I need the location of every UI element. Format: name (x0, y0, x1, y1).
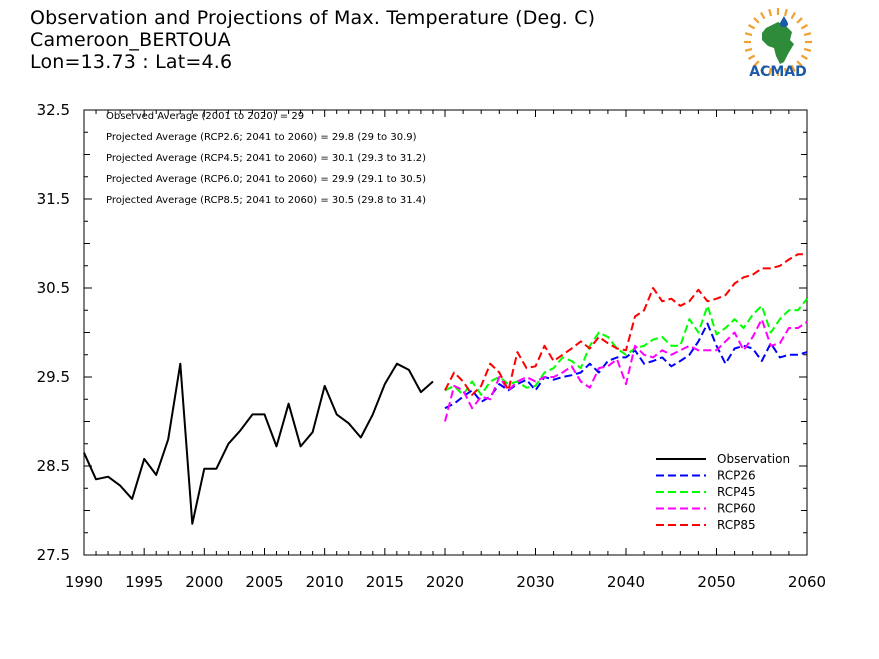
y-tick-label: 32.5 (37, 101, 70, 119)
series-group (83, 253, 808, 525)
x-tick-label: 1995 (125, 573, 163, 591)
y-tick-label: 29.5 (37, 368, 70, 386)
y-tick-label: 30.5 (37, 279, 70, 297)
title-block: Observation and Projections of Max. Temp… (30, 7, 595, 73)
logo-ray (748, 24, 756, 30)
coordinates: Lon=13.73 : Lat=4.6 (30, 51, 233, 73)
logo-ray (796, 17, 803, 24)
logo-ray (800, 54, 808, 60)
y-tick-label: 27.5 (37, 546, 70, 564)
series-line-rcp60 (444, 318, 808, 422)
logo-ray (790, 12, 796, 20)
x-tick-label: 2040 (607, 573, 645, 591)
annotation-text: Projected Average (RCP4.5; 2041 to 2060)… (106, 153, 426, 164)
logo-ray (768, 8, 773, 17)
annotation-block: Observed Average (2001 to 2020) = 29 Proj… (106, 111, 426, 206)
x-tick-label: 2000 (185, 573, 223, 591)
legend-label-observation: Observation (717, 452, 790, 466)
legend-label-rcp45: RCP45 (717, 485, 756, 499)
logo-ray (783, 67, 788, 76)
legend-label-rcp85: RCP85 (717, 518, 756, 532)
x-tick-label: 2010 (306, 573, 344, 591)
series-line-rcp45 (444, 298, 808, 396)
logo-ray (803, 32, 812, 37)
x-tick-label: 2020 (426, 573, 464, 591)
logo-ray (753, 17, 760, 24)
series-line-rcp85 (444, 253, 807, 396)
x-tick-label: 2050 (697, 573, 735, 591)
africa-shape (762, 22, 794, 64)
annotation-text: Projected Average (RCP8.5; 2041 to 2060)… (106, 195, 426, 206)
logo-ray (744, 32, 753, 37)
acmad-logo-icon (744, 8, 812, 76)
y-tick-label: 28.5 (37, 457, 70, 475)
logo-ray (744, 47, 753, 52)
logo-ray (760, 64, 766, 72)
logo-ray (800, 24, 808, 30)
logo-ray (790, 64, 796, 72)
series-line-observation (83, 362, 434, 525)
legend: Observation RCP26 RCP45 RCP60 RCP85 (656, 452, 790, 532)
logo-ray (796, 60, 803, 67)
logo-ray (768, 67, 773, 76)
chart-title: Observation and Projections of Max. Temp… (30, 7, 596, 29)
x-tick-label: 2005 (245, 573, 283, 591)
annotation-text: Projected Average (RCP2.6; 2041 to 2060)… (106, 132, 417, 143)
logo-ray (803, 47, 812, 52)
x-tick-label: 2015 (366, 573, 404, 591)
legend-label-rcp26: RCP26 (717, 469, 756, 483)
logo-ray (783, 8, 788, 17)
x-tick-label: 2030 (516, 573, 554, 591)
x-tick-label: 1990 (65, 573, 103, 591)
x-axis-labels: 1990 1995 2000 2005 2010 2015 2020 2030 2040 2050… (65, 573, 826, 591)
y-tick-label: 31.5 (37, 190, 70, 208)
axis-ticks (83, 109, 808, 556)
x-tick-label: 2060 (788, 573, 826, 591)
logo-ray (748, 54, 756, 60)
annotation-text: Observed Average (2001 to 2020) = 29 (106, 111, 304, 122)
location-name: Cameroon_BERTOUA (30, 29, 231, 51)
logo-text: ACMAD (749, 64, 807, 80)
y-axis-labels: 27.5 28.5 29.5 30.5 31.5 32.5 (37, 101, 70, 564)
annotation-text: Projected Average (RCP6.0; 2041 to 2060)… (106, 174, 426, 185)
logo-ray (753, 60, 760, 67)
water-drop-icon (780, 16, 788, 27)
legend-label-rcp60: RCP60 (717, 502, 756, 516)
logo-ray (760, 12, 766, 20)
